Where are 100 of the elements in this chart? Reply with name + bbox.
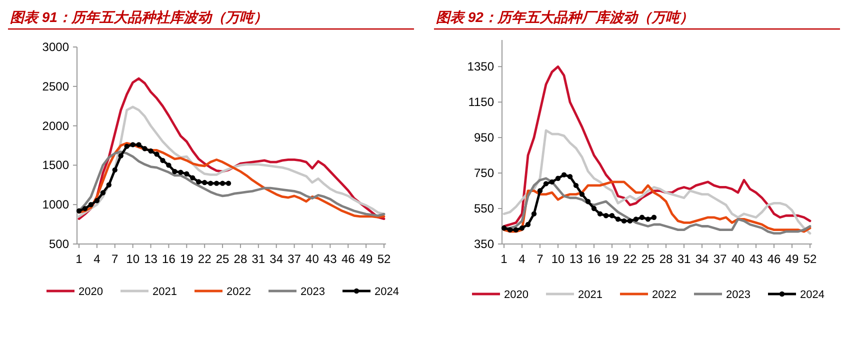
point xyxy=(220,180,226,186)
line-series xyxy=(78,106,386,218)
x-tick-label: 34 xyxy=(695,252,709,266)
legend-label: 2022 xyxy=(652,289,676,301)
point xyxy=(507,227,513,232)
point xyxy=(178,170,184,175)
point xyxy=(591,206,597,212)
legend-label: 2020 xyxy=(78,286,103,298)
y-tick-label: 750 xyxy=(474,166,494,180)
x-tick-label: 37 xyxy=(713,252,727,266)
y-tick-label: 1150 xyxy=(468,95,494,110)
point xyxy=(166,162,172,168)
point xyxy=(106,182,112,188)
line-series xyxy=(502,129,812,235)
legend-label: 2020 xyxy=(504,289,528,301)
point xyxy=(645,216,651,222)
point xyxy=(148,148,154,154)
x-tick-label: 37 xyxy=(288,252,302,266)
point xyxy=(124,144,130,149)
x-tick-label: 13 xyxy=(569,252,583,266)
point xyxy=(537,188,543,194)
point xyxy=(531,211,537,216)
y-tick-label: 2000 xyxy=(42,118,70,133)
point xyxy=(561,172,567,178)
legend-label: 2021 xyxy=(152,286,177,298)
x-tick-label: 10 xyxy=(551,252,565,266)
point xyxy=(585,198,591,204)
point xyxy=(627,218,633,224)
y-tick-label: 1500 xyxy=(42,158,70,172)
x-tick-label: 52 xyxy=(803,252,817,266)
point xyxy=(82,206,88,212)
point xyxy=(555,176,561,181)
x-tick-label: 43 xyxy=(749,252,763,266)
point xyxy=(160,158,166,164)
x-tick-label: 52 xyxy=(377,252,391,266)
y-tick-label: 3000 xyxy=(42,40,70,54)
point xyxy=(525,222,531,228)
point xyxy=(172,168,178,174)
point xyxy=(88,202,94,208)
legend-label: 2021 xyxy=(578,289,602,301)
y-tick-label: 350 xyxy=(474,237,494,251)
point xyxy=(142,146,148,152)
y-tick-label: 500 xyxy=(48,237,70,251)
point xyxy=(639,214,645,220)
x-tick-label: 16 xyxy=(162,252,176,266)
legend-label: 2024 xyxy=(374,286,399,298)
x-tick-label: 28 xyxy=(659,252,673,266)
x-tick-label: 49 xyxy=(785,252,799,266)
x-tick-label: 34 xyxy=(270,252,284,266)
point xyxy=(513,227,519,232)
y-tick-label: 1000 xyxy=(42,198,70,212)
x-tick-label: 46 xyxy=(341,252,356,266)
point xyxy=(549,179,555,185)
x-tick-label: 19 xyxy=(180,252,194,266)
chart-title: 图表 92：历年五大品种厂库波动（万吨） xyxy=(436,9,694,25)
y-tick-label: 550 xyxy=(474,202,494,216)
x-tick-label: 10 xyxy=(126,252,140,266)
x-tick-label: 1 xyxy=(76,252,83,266)
point xyxy=(573,182,579,188)
point xyxy=(633,216,639,222)
x-tick-label: 49 xyxy=(359,252,374,266)
point xyxy=(621,218,627,224)
x-tick-label: 7 xyxy=(112,252,119,266)
point xyxy=(214,180,220,186)
x-tick-label: 40 xyxy=(306,252,320,266)
x-tick-label: 13 xyxy=(144,252,158,266)
x-tick-label: 25 xyxy=(641,252,655,266)
point xyxy=(76,208,82,214)
x-tick-label: 43 xyxy=(323,252,338,266)
x-tick-label: 16 xyxy=(587,252,601,266)
y-tick-label: 1350 xyxy=(467,60,494,74)
y-tick-label: 2500 xyxy=(42,79,70,94)
point xyxy=(603,213,609,218)
x-tick-label: 31 xyxy=(677,252,691,266)
y-tick-label: 950 xyxy=(474,130,494,145)
chart-title: 图表 91：历年五大品种社库波动（万吨） xyxy=(10,9,268,25)
point xyxy=(597,211,603,216)
x-tick-label: 1 xyxy=(500,252,508,266)
point xyxy=(567,174,573,180)
point xyxy=(94,198,100,204)
point xyxy=(615,216,621,222)
x-tick-label: 28 xyxy=(234,252,248,266)
point xyxy=(208,180,214,186)
x-tick-label: 40 xyxy=(731,252,745,266)
point xyxy=(154,152,160,157)
x-tick-label: 7 xyxy=(536,252,544,266)
point xyxy=(202,180,208,186)
point xyxy=(100,190,106,196)
legend-label: 2024 xyxy=(800,289,824,301)
point xyxy=(196,179,202,184)
legend-label: 2023 xyxy=(300,286,325,298)
x-tick-label: 46 xyxy=(767,252,781,266)
point xyxy=(543,181,549,186)
x-tick-label: 19 xyxy=(605,252,619,266)
legend-label: 2023 xyxy=(726,289,750,301)
x-tick-label: 31 xyxy=(252,252,266,266)
line-series xyxy=(78,77,386,220)
legend-label: 2022 xyxy=(226,286,251,298)
x-tick-label: 22 xyxy=(198,252,212,266)
point xyxy=(579,192,585,197)
